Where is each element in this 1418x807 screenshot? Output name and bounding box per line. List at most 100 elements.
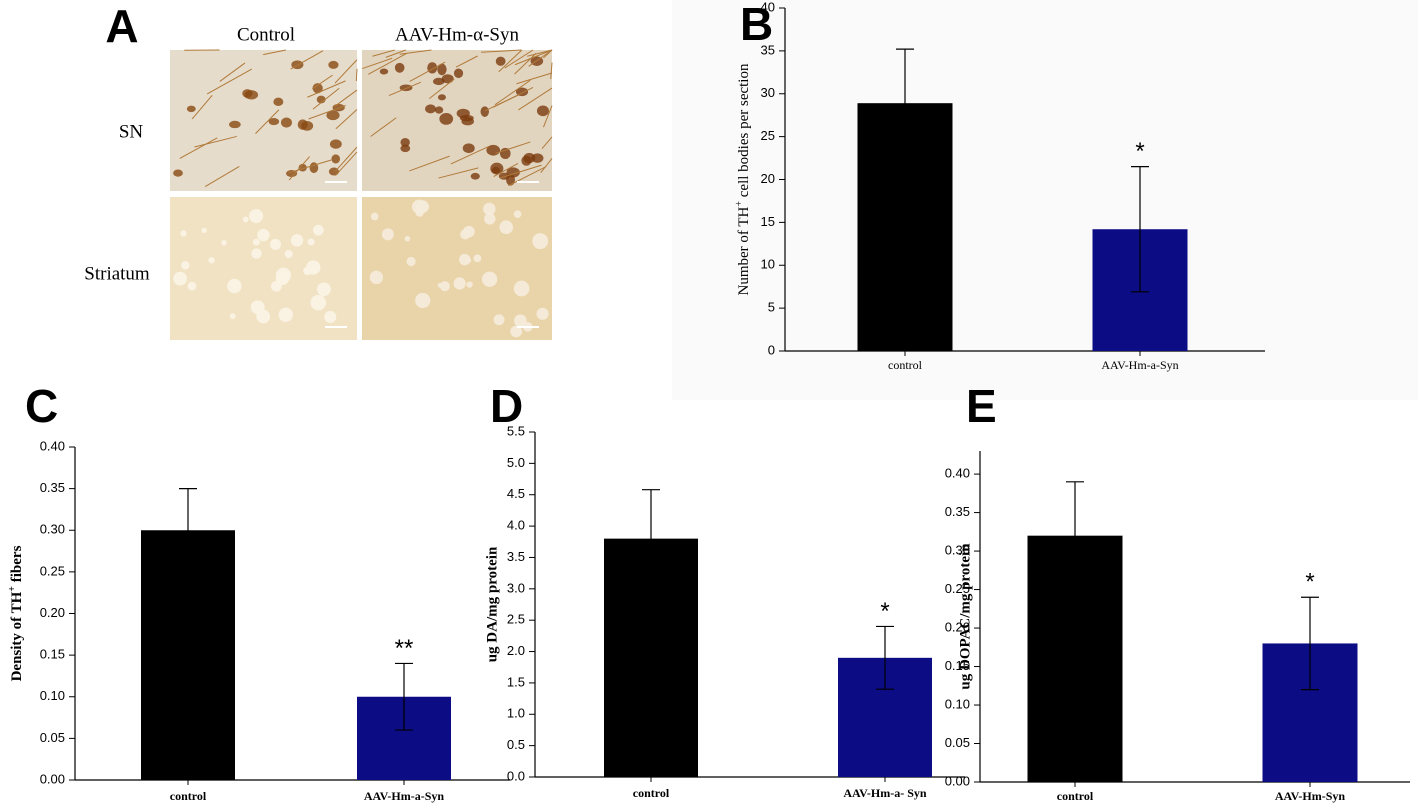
cell	[490, 162, 504, 175]
fiber	[307, 80, 346, 98]
y-tick-label: 0.25	[945, 581, 970, 596]
x-tick-label: control	[633, 786, 670, 800]
cell	[425, 104, 437, 114]
fiber	[312, 74, 333, 90]
patch	[481, 271, 498, 287]
cell	[434, 106, 444, 114]
patch	[473, 254, 482, 263]
fiber	[334, 89, 358, 107]
fiber	[290, 50, 324, 70]
patch	[242, 216, 249, 223]
patch	[483, 202, 496, 216]
fiber	[288, 156, 311, 181]
cell	[439, 112, 454, 125]
y-tick-label: 0.05	[945, 735, 970, 750]
y-tick-label: 35	[761, 42, 775, 57]
patch	[532, 233, 549, 250]
patch	[181, 261, 190, 270]
error-bar	[642, 489, 660, 589]
patch	[411, 199, 427, 214]
fiber	[194, 135, 237, 148]
fiber	[308, 104, 346, 120]
cell	[286, 170, 298, 178]
y-tick-label: 5.5	[507, 423, 525, 438]
y-tick-label: 10	[761, 257, 775, 272]
x-tick-label: control	[1057, 789, 1094, 803]
fiber	[508, 166, 547, 187]
fiber	[204, 165, 240, 188]
y-axis-label-part: Number of TH	[736, 206, 752, 295]
fiber	[370, 117, 397, 137]
patch	[252, 238, 260, 246]
y-tick-label: 0.15	[40, 647, 65, 662]
fiber	[388, 81, 422, 97]
y-tick-label: 15	[761, 214, 775, 229]
fiber	[219, 62, 246, 82]
patch	[229, 313, 236, 320]
y-tick-label: 4.5	[507, 486, 525, 501]
y-tick-label: 25	[761, 128, 775, 143]
patch	[227, 278, 242, 294]
x-tick-label: AAV-Hm-a- Syn	[843, 786, 927, 800]
y-tick-label: 0.20	[40, 605, 65, 620]
cell	[462, 143, 475, 154]
fiber	[255, 109, 280, 134]
fiber	[288, 159, 332, 174]
panel-label: C	[25, 380, 58, 432]
patch	[369, 270, 384, 285]
column-label: AAV-Hm-α-Syn	[395, 24, 519, 45]
fiber	[428, 78, 455, 99]
significance: *	[1135, 138, 1144, 165]
patch	[514, 314, 527, 328]
cell	[506, 174, 515, 186]
cell	[331, 154, 341, 164]
fiber	[527, 49, 553, 57]
patch	[201, 227, 207, 234]
cell	[301, 120, 314, 131]
y-tick-label: 0.40	[945, 466, 970, 481]
y-tick-label: 4.0	[507, 518, 525, 533]
cell	[521, 155, 532, 166]
y-axis-label-part: cell bodies per section	[736, 63, 752, 201]
patch	[310, 294, 327, 311]
fiber	[455, 55, 478, 68]
y-tick-label: 0.35	[40, 480, 65, 495]
fiber	[540, 158, 553, 173]
fiber	[334, 146, 358, 172]
fiber	[516, 72, 553, 85]
cell	[186, 105, 196, 113]
error-bar	[395, 662, 413, 731]
fiber	[179, 137, 218, 159]
fiber	[355, 68, 358, 82]
micrograph	[170, 50, 357, 191]
fiber	[504, 49, 534, 69]
cell	[441, 74, 454, 84]
error-bar	[179, 488, 197, 573]
cell	[326, 110, 340, 121]
cell	[453, 68, 464, 79]
patch	[249, 208, 264, 224]
y-axis-label-part: +	[7, 586, 18, 592]
patch	[370, 212, 379, 221]
fiber	[335, 151, 358, 176]
cell	[536, 105, 549, 117]
cell	[456, 108, 470, 119]
fiber	[409, 61, 446, 82]
y-tick-label: 2.0	[507, 643, 525, 658]
cell	[495, 56, 506, 66]
cell	[312, 83, 323, 94]
error-bar	[1066, 481, 1084, 591]
patch	[269, 238, 282, 251]
cell	[242, 89, 253, 98]
cell	[427, 62, 438, 74]
patch	[499, 220, 514, 235]
error-bar	[1301, 596, 1319, 691]
fiber	[334, 59, 358, 84]
fiber	[495, 141, 531, 154]
patch	[404, 235, 411, 242]
patch	[463, 225, 475, 238]
y-axis-label: ug DOPAC/mg protein	[957, 543, 973, 690]
y-tick-label: 0.10	[40, 688, 65, 703]
cell	[173, 169, 183, 177]
fiber	[514, 52, 537, 75]
